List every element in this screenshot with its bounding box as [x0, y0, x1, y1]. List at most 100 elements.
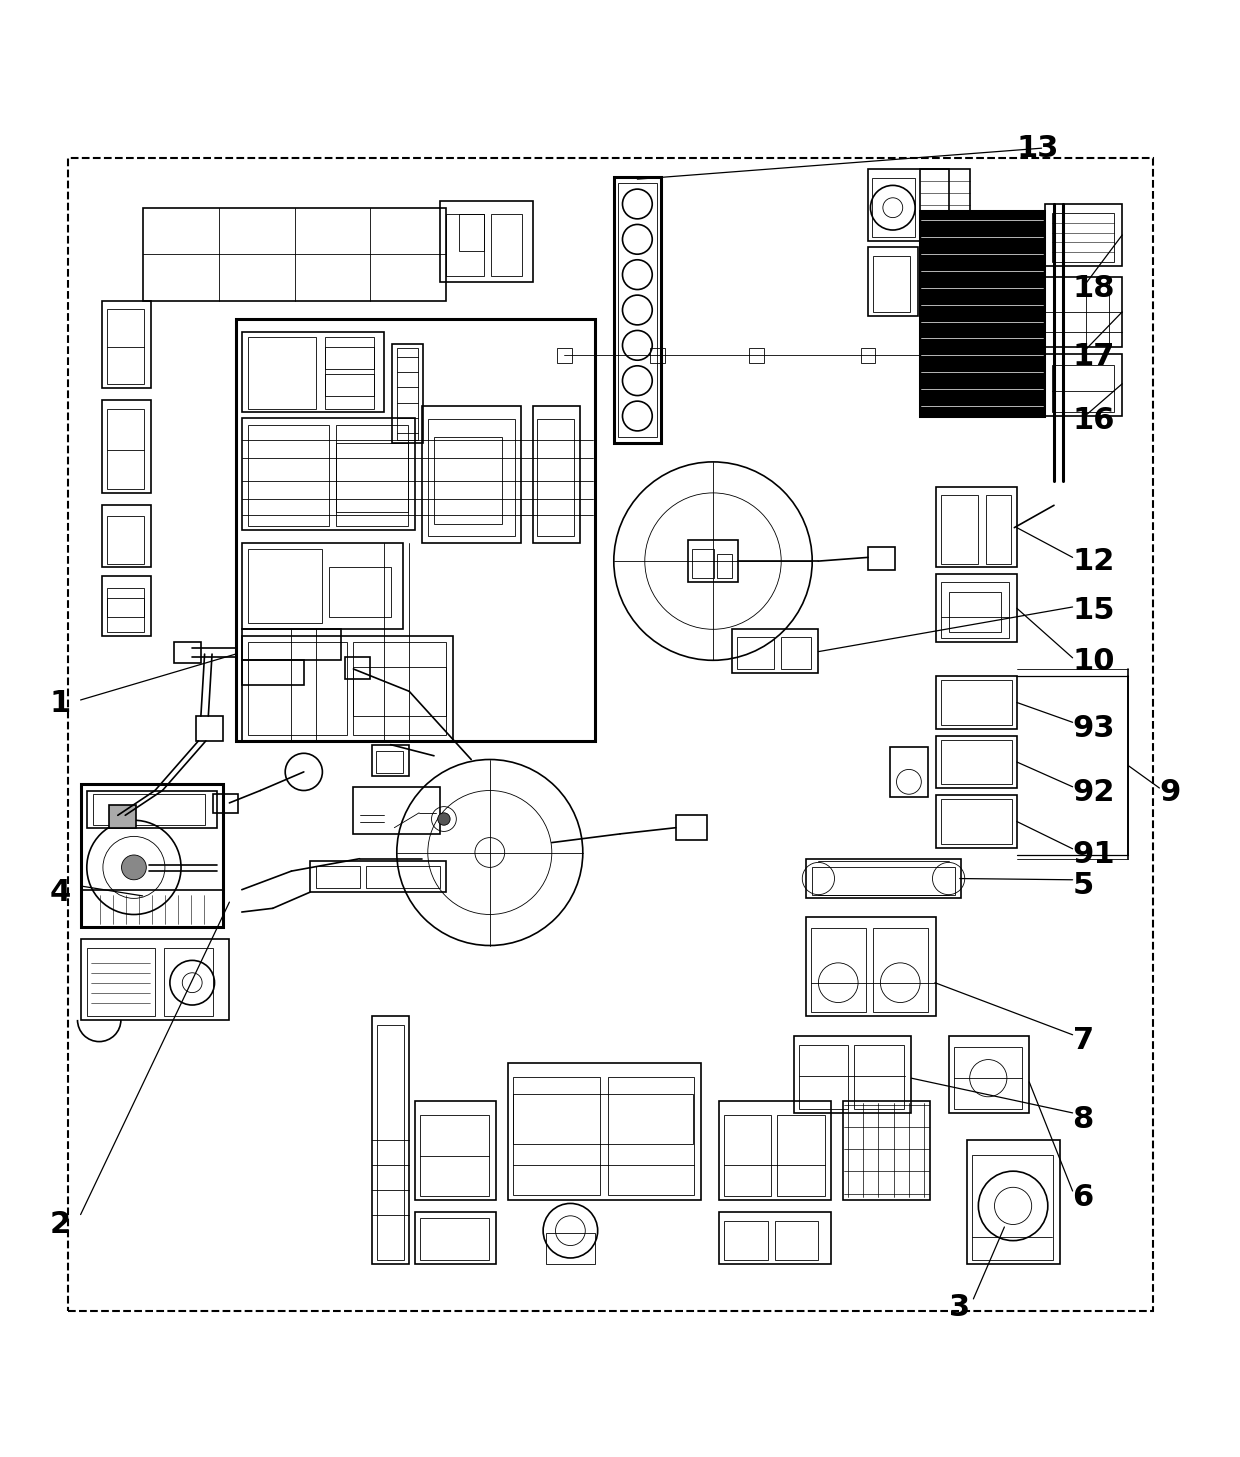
Bar	[719, 1100, 831, 1199]
Bar	[102, 506, 151, 567]
Bar	[557, 348, 572, 363]
Bar	[107, 516, 144, 564]
Circle shape	[122, 855, 146, 880]
Bar	[868, 548, 895, 570]
Bar	[936, 796, 1017, 848]
Text: 10: 10	[1073, 647, 1115, 676]
Bar	[872, 178, 915, 237]
Bar	[248, 549, 322, 624]
Bar	[941, 495, 978, 564]
Bar	[325, 374, 374, 396]
Bar	[491, 214, 522, 275]
Bar	[420, 1116, 489, 1196]
Bar	[806, 858, 961, 899]
Bar	[415, 1100, 496, 1199]
Bar	[676, 816, 707, 841]
Bar	[397, 348, 418, 440]
Text: 9: 9	[1159, 778, 1180, 807]
Bar	[109, 806, 136, 828]
Bar	[936, 487, 1017, 567]
Bar	[102, 300, 151, 388]
Bar	[174, 641, 201, 663]
Bar	[336, 443, 408, 511]
Bar	[688, 541, 738, 583]
Bar	[618, 184, 657, 437]
Circle shape	[622, 401, 652, 431]
Bar	[81, 784, 223, 927]
Text: 3: 3	[949, 1292, 970, 1321]
Bar	[949, 592, 1001, 632]
Bar	[614, 176, 661, 443]
Circle shape	[438, 813, 450, 825]
Bar	[749, 348, 764, 363]
Bar	[513, 1094, 693, 1144]
Bar	[422, 407, 521, 542]
Bar	[920, 211, 1044, 417]
Bar	[345, 657, 370, 679]
Bar	[107, 589, 144, 632]
Bar	[941, 583, 1009, 638]
Bar	[732, 629, 818, 673]
Bar	[107, 309, 144, 383]
Bar	[353, 641, 446, 734]
Bar	[533, 407, 580, 542]
Text: 17: 17	[1073, 342, 1115, 372]
Bar	[868, 169, 949, 242]
Bar	[372, 745, 409, 775]
Text: 7: 7	[1073, 1027, 1094, 1055]
Bar	[806, 916, 936, 1016]
Bar	[143, 208, 446, 300]
Bar	[692, 549, 714, 578]
Bar	[93, 794, 205, 825]
Bar	[316, 865, 360, 889]
Bar	[372, 1016, 409, 1265]
Bar	[717, 554, 732, 578]
Bar	[325, 337, 374, 408]
Circle shape	[622, 331, 652, 360]
Bar	[248, 641, 347, 734]
Bar	[890, 747, 928, 797]
Circle shape	[622, 259, 652, 290]
Bar	[967, 1141, 1060, 1265]
Bar	[719, 1212, 831, 1265]
Bar	[1045, 354, 1122, 417]
Bar	[868, 248, 918, 316]
Bar	[843, 1100, 930, 1199]
Bar	[68, 159, 1153, 1311]
Bar	[972, 1155, 1053, 1260]
Text: 8: 8	[1073, 1104, 1094, 1134]
Bar	[310, 861, 446, 892]
Bar	[537, 418, 574, 536]
Bar	[737, 637, 774, 669]
Bar	[854, 1045, 904, 1109]
Bar	[242, 418, 415, 530]
Bar	[1052, 366, 1114, 412]
Text: 12: 12	[1073, 546, 1115, 576]
Bar	[936, 676, 1017, 728]
Bar	[920, 211, 1044, 417]
Text: 6: 6	[1073, 1183, 1094, 1212]
Bar	[941, 680, 1012, 724]
Bar	[724, 1221, 768, 1260]
Bar	[434, 437, 502, 525]
Bar	[87, 791, 217, 828]
Circle shape	[622, 189, 652, 219]
Text: 91: 91	[1073, 841, 1115, 870]
Bar	[799, 1045, 848, 1109]
Bar	[329, 567, 391, 616]
Bar	[960, 348, 975, 363]
Bar	[941, 800, 1012, 844]
Bar	[781, 637, 811, 669]
Text: 13: 13	[1017, 134, 1059, 163]
Bar	[242, 629, 341, 660]
Text: 15: 15	[1073, 596, 1115, 625]
Bar	[102, 399, 151, 492]
Bar	[920, 169, 970, 242]
Text: 4: 4	[50, 877, 71, 906]
Bar	[248, 424, 329, 526]
Bar	[242, 660, 304, 685]
Bar	[353, 787, 440, 833]
Bar	[420, 1218, 489, 1260]
Bar	[936, 574, 1017, 641]
Text: 5: 5	[1073, 871, 1094, 900]
